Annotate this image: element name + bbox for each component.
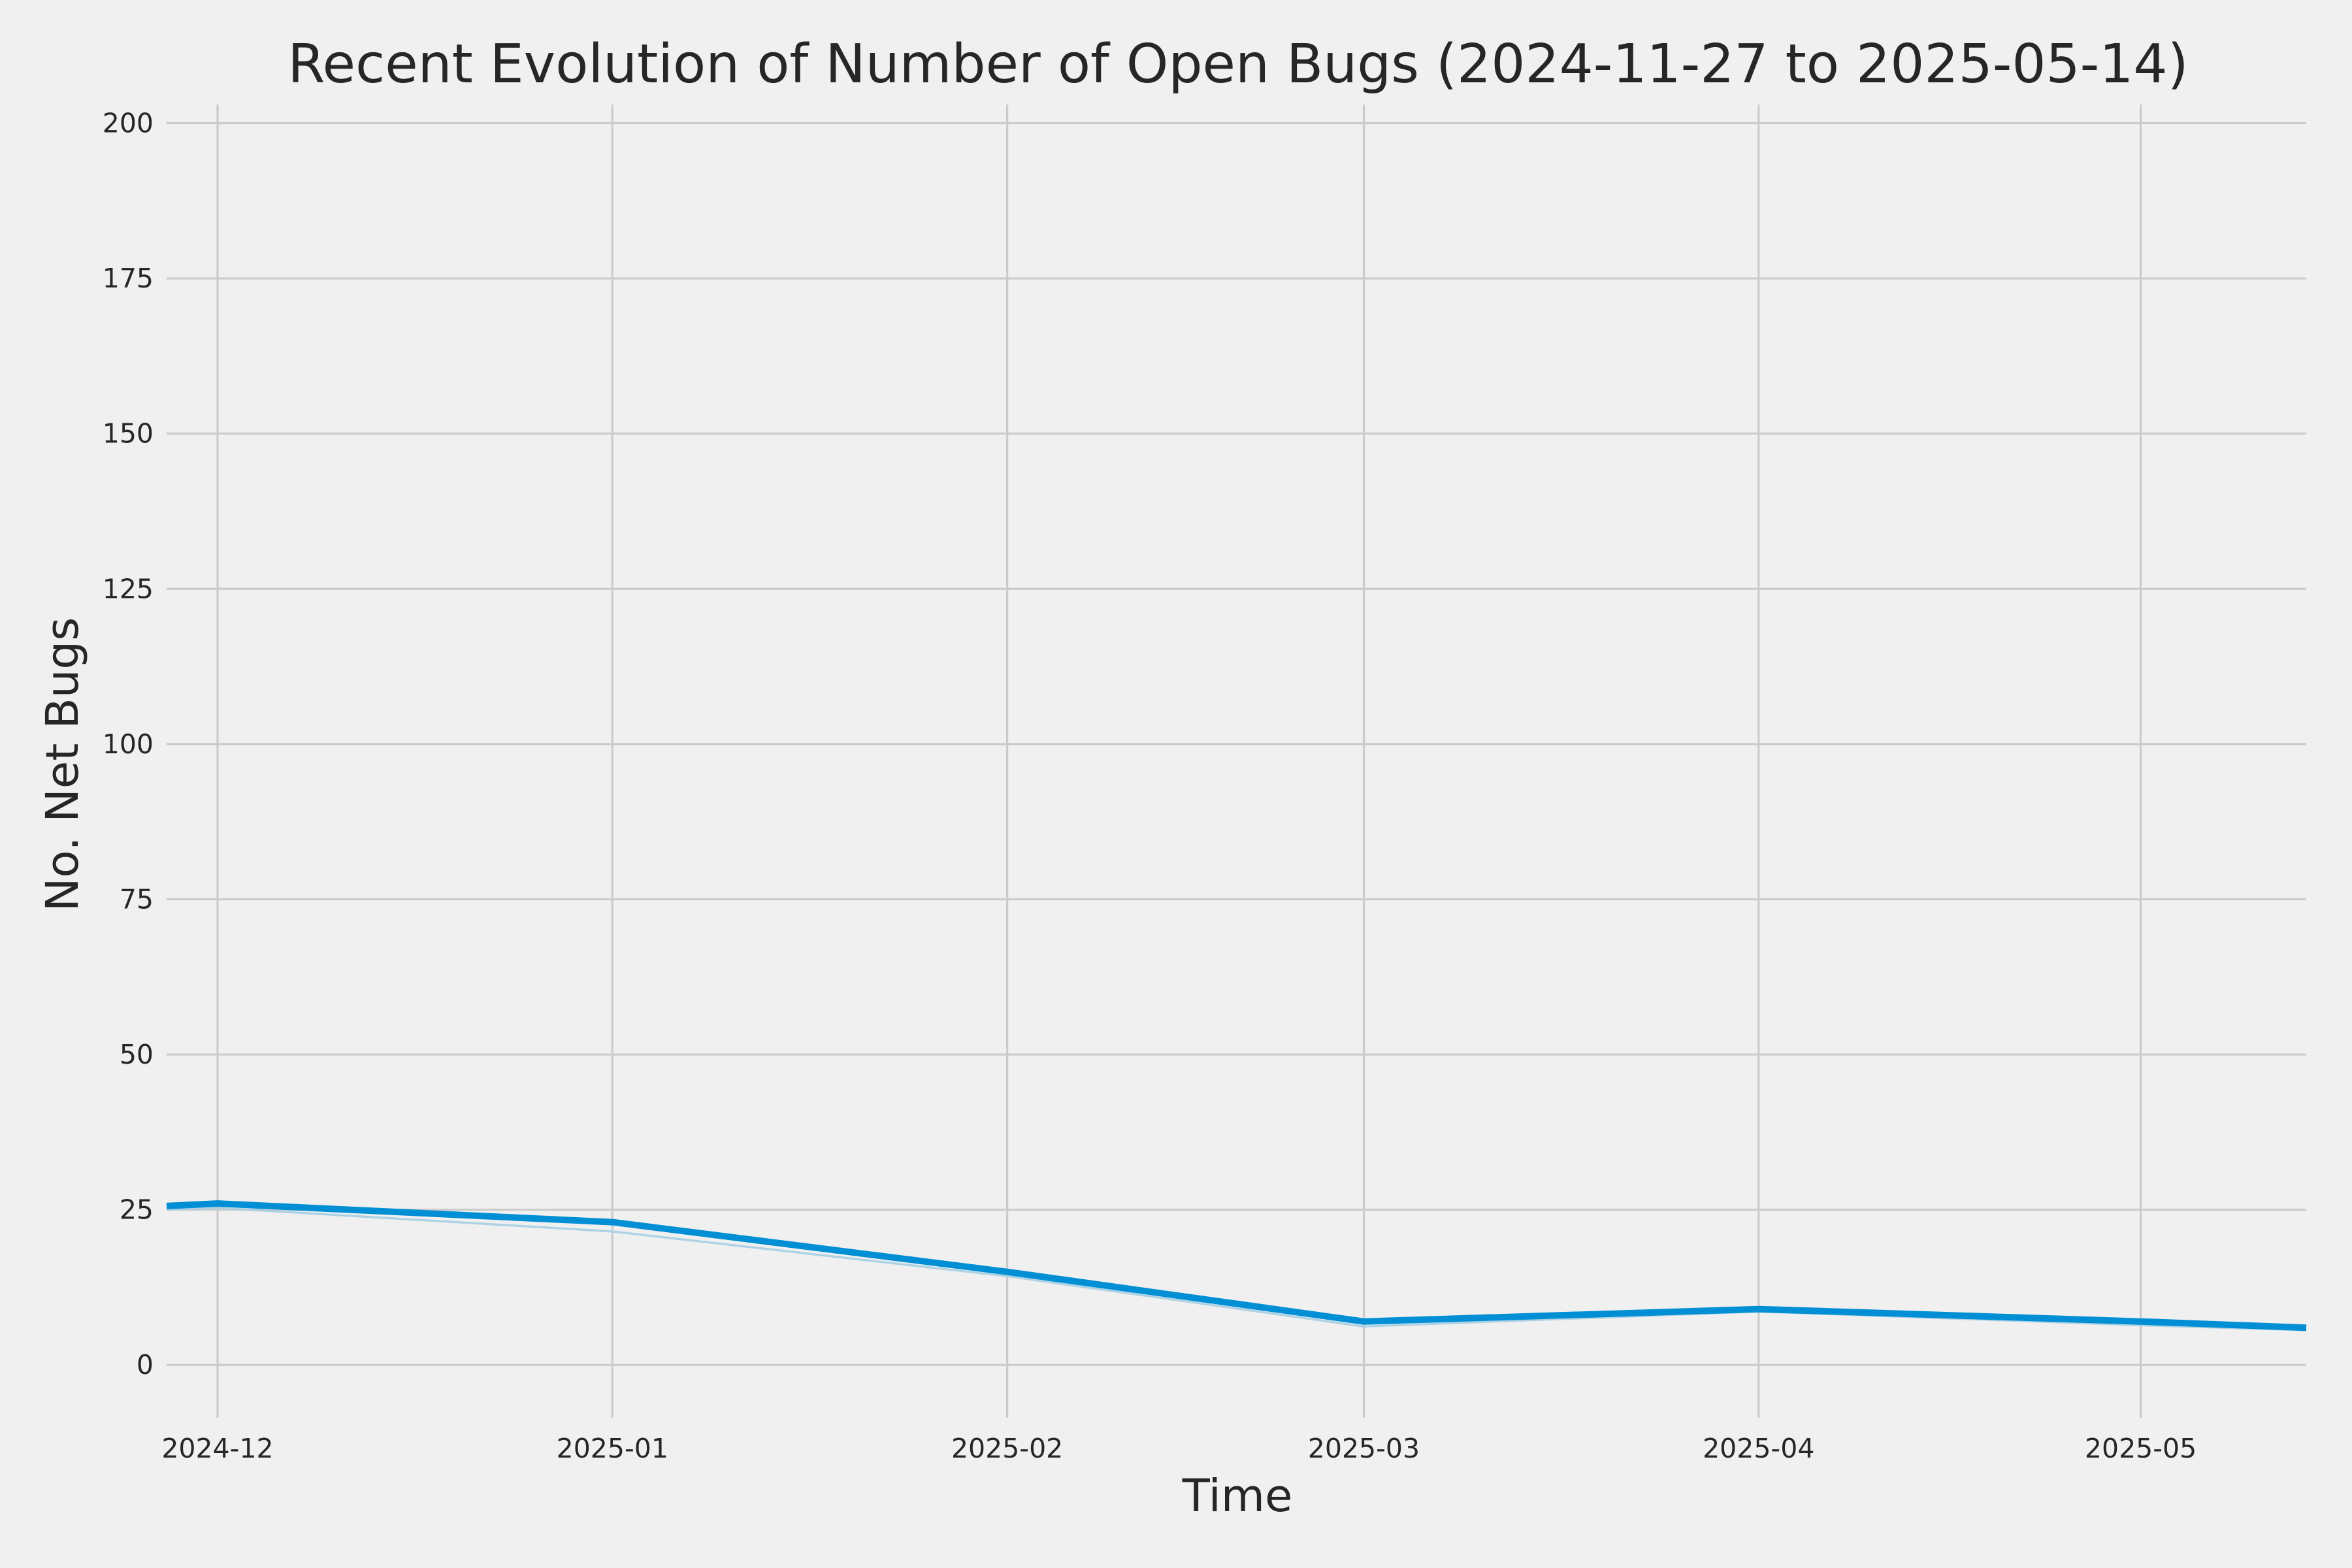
x-axis-title: Time [1182,1470,1293,1522]
chart-title: Recent Evolution of Number of Open Bugs … [287,33,2188,95]
y-tick-label: 50 [120,1039,154,1070]
gridlines [167,105,2306,1418]
y-tick-label: 150 [103,418,154,449]
data-series [166,1200,2307,1331]
x-tick-label: 2025-02 [951,1433,1063,1464]
y-tick-label: 175 [103,263,154,294]
x-tick-label: 2025-05 [2085,1433,2197,1464]
y-tick-label: 100 [103,728,154,760]
primary-series-line [166,1200,2307,1331]
tick-labels: 0 25 50 75 100 125 150 175 200 2024-12 2025-01 2025… [103,108,2197,1464]
y-tick-label: 125 [103,573,154,604]
secondary-series-line [166,1207,2307,1331]
y-tick-label: 75 [120,883,154,915]
x-tick-label: 2025-04 [1703,1433,1814,1464]
y-tick-label: 200 [103,108,154,139]
x-tick-label: 2024-12 [161,1433,273,1464]
x-tick-label: 2025-01 [557,1433,668,1464]
y-tick-label: 0 [137,1349,154,1380]
x-tick-label: 2025-03 [1308,1433,1420,1464]
y-axis-title: No. Net Bugs [37,617,89,911]
y-tick-label: 25 [120,1194,154,1226]
